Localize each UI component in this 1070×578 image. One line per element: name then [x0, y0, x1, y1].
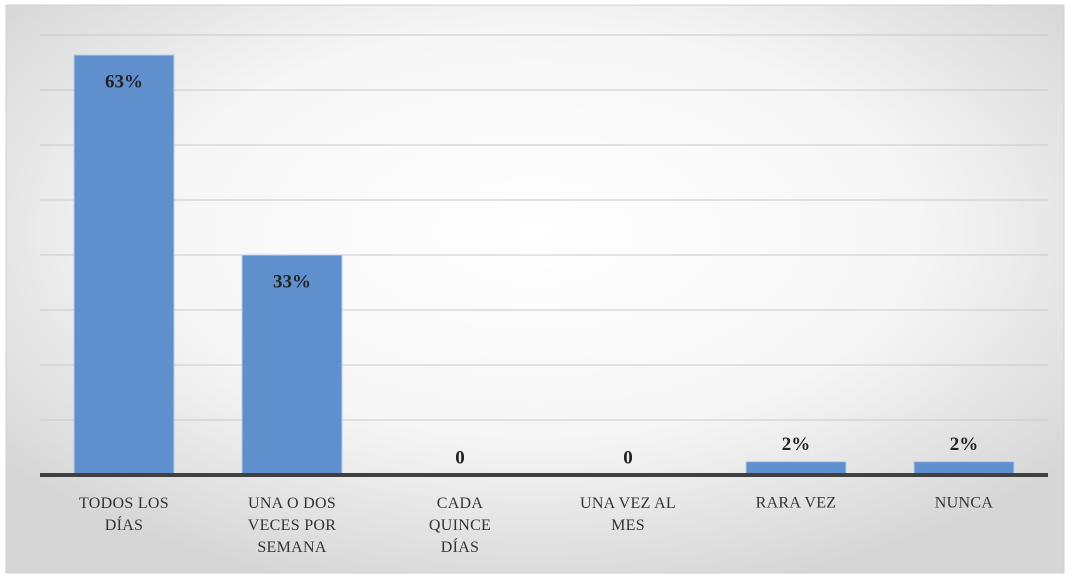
x-tick-label: UNA O DOS VECES POR SEMANA — [248, 495, 337, 556]
x-tick-label: TODOS LOS DÍAS — [79, 495, 169, 534]
chart-background — [5, 4, 1065, 574]
value-label: 63% — [105, 71, 143, 92]
value-label: 2% — [782, 434, 811, 455]
value-label: 33% — [273, 271, 311, 292]
x-tick-label: NUNCA — [935, 495, 994, 512]
bar — [73, 54, 175, 476]
x-tick-label: UNA VEZ AL MES — [580, 495, 676, 534]
bar — [241, 254, 343, 476]
value-label: 0 — [623, 447, 633, 468]
value-label: 2% — [950, 434, 979, 455]
value-label: 0 — [455, 447, 465, 468]
x-tick-label: CADA QUINCE DÍAS — [429, 495, 491, 556]
x-tick-label: RARA VEZ — [756, 495, 837, 512]
